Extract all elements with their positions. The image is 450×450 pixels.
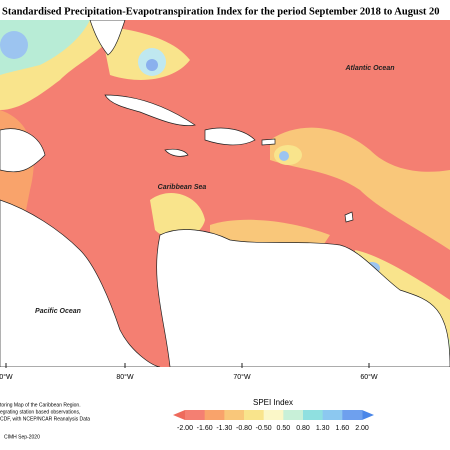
legend: -2.00 -1.60 -1.30 -0.80 -0.50 0.50 0.80 1.30 1.6… (173, 410, 374, 432)
longitude-label: 0°W (0, 373, 13, 381)
legend-swatch (303, 410, 324, 420)
legend-tick-label: -2.00 (177, 425, 193, 432)
legend-swatch (263, 410, 284, 420)
legend-swatch (342, 410, 363, 420)
legend-tick-label: -1.60 (197, 425, 213, 432)
legend-swatch (224, 410, 245, 420)
longitude-label: 70°W (233, 373, 251, 381)
map-title: Standardised Precipitation-Evapotranspir… (2, 6, 440, 17)
map-field (0, 20, 450, 367)
legend-swatch (244, 410, 265, 420)
legend-tick-label: 0.80 (296, 425, 310, 432)
legend-arrow (362, 410, 374, 420)
legend-tick-label: 0.50 (277, 425, 291, 432)
longitude-label: 80°W (116, 373, 134, 381)
legend-tick-label: -0.50 (256, 425, 272, 432)
legend-tick-label: 1.30 (316, 425, 330, 432)
credits: toring Map of the Caribbean Region.egrat… (0, 402, 90, 440)
sea-label: Caribbean Sea (158, 184, 207, 191)
longitude-axis: 0°W 80°W 70°W 60°W (0, 363, 378, 381)
legend-tick-label: 2.00 (355, 425, 369, 432)
legend-tick-label: -1.30 (216, 425, 232, 432)
legend-title: SPEI Index (253, 398, 293, 407)
legend-arrow (173, 410, 185, 420)
credit-line: egrating station based observations, (0, 409, 80, 415)
legend-swatch (283, 410, 304, 420)
ocean-label: Pacific Ocean (35, 308, 81, 315)
legend-tick-label: -0.80 (236, 425, 252, 432)
legend-swatch (185, 410, 206, 420)
ocean-label: Atlantic Ocean (344, 65, 394, 72)
longitude-label: 60°W (360, 373, 378, 381)
credit-line: toring Map of the Caribbean Region. (0, 402, 81, 408)
credit-line: CIMH Sep-2020 (4, 434, 40, 440)
credit-line: CDF, with NCEP/NCAR Reanalysis Data (0, 416, 90, 422)
legend-swatch (322, 410, 343, 420)
legend-tick-label: 1.60 (336, 425, 350, 432)
legend-swatch (204, 410, 225, 420)
